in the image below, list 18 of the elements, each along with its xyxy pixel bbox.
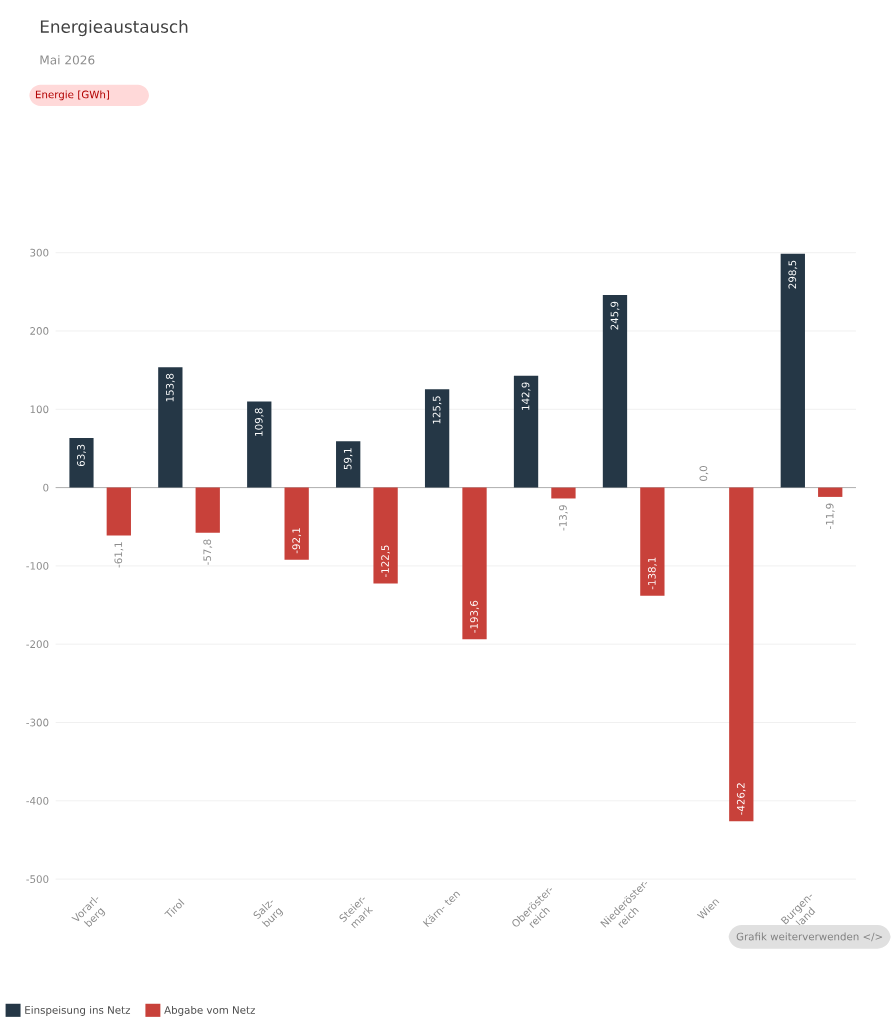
bar (461, 487, 487, 640)
bar (195, 487, 220, 533)
bar (246, 401, 272, 488)
bar (728, 487, 754, 822)
bar (284, 487, 309, 560)
bar (639, 487, 665, 596)
bar (68, 438, 94, 488)
bar (513, 375, 538, 488)
bar (335, 441, 360, 488)
bar (424, 389, 449, 488)
bar (817, 487, 842, 497)
bar (157, 367, 183, 488)
bar (106, 487, 131, 536)
bar (780, 253, 805, 488)
bar (550, 487, 576, 499)
bar (373, 487, 398, 584)
chart-title: Energieaustausch (40, 19, 187, 37)
bar (602, 295, 627, 488)
